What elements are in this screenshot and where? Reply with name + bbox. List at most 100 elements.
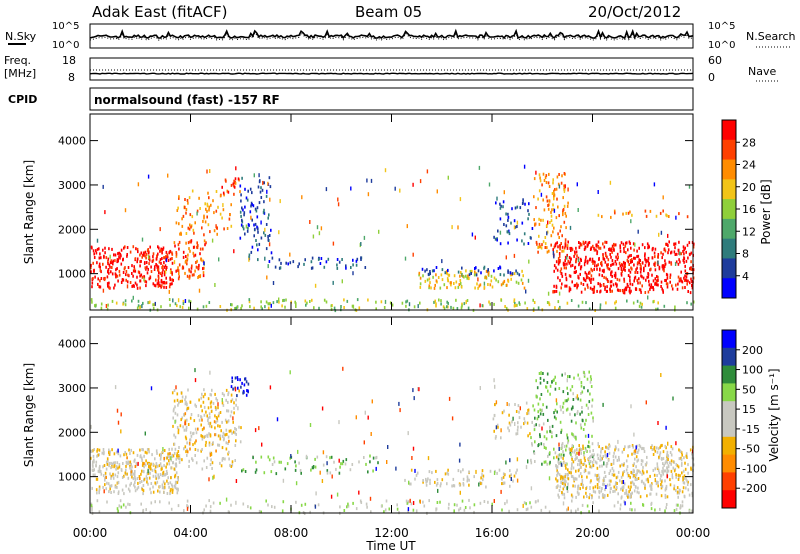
data-point (330, 304, 333, 308)
data-point (184, 205, 186, 209)
data-point (631, 480, 634, 484)
data-point (688, 493, 691, 497)
data-point (650, 446, 652, 450)
data-point (479, 501, 482, 505)
data-point (586, 243, 589, 247)
data-point (531, 227, 534, 230)
data-point (631, 471, 634, 475)
data-point (100, 472, 103, 476)
data-point (134, 269, 137, 273)
data-point (170, 456, 172, 461)
data-point (441, 268, 444, 272)
data-point (646, 470, 648, 474)
data-point (366, 505, 368, 509)
data-point (211, 238, 214, 243)
data-point (692, 463, 695, 467)
data-point (269, 385, 272, 390)
data-point (235, 398, 237, 402)
data-point (131, 475, 133, 479)
data-point (510, 221, 512, 225)
data-point (212, 199, 214, 203)
data-point (629, 282, 632, 286)
data-point (677, 275, 680, 279)
data-point (177, 454, 179, 457)
data-point (419, 499, 421, 504)
data-point (91, 506, 93, 510)
data-point (540, 393, 543, 396)
data-point (584, 279, 587, 283)
data-point (589, 248, 592, 251)
data-point (289, 252, 291, 257)
data-point (177, 428, 180, 432)
data-point (621, 486, 624, 490)
data-point (614, 483, 617, 487)
data-point (625, 251, 627, 255)
data-point (139, 279, 142, 283)
data-point (451, 416, 454, 421)
data-point (544, 246, 547, 249)
data-point (380, 504, 383, 508)
data-point (223, 193, 225, 197)
data-point (161, 483, 164, 487)
colorbar-segment (722, 139, 736, 161)
data-point (283, 298, 285, 302)
data-point (253, 173, 255, 178)
data-point (669, 451, 672, 454)
data-point (184, 435, 187, 439)
data-point (614, 489, 616, 493)
data-point (443, 306, 446, 310)
data-point (396, 503, 398, 507)
data-point (200, 258, 203, 262)
data-point (208, 443, 211, 447)
data-point (268, 242, 271, 247)
data-point (107, 303, 109, 307)
data-point (249, 210, 252, 214)
data-point (267, 181, 269, 186)
data-point (335, 467, 337, 471)
data-point (636, 490, 639, 494)
data-point (156, 464, 159, 468)
data-point (563, 246, 566, 250)
data-point (618, 278, 621, 282)
data-point (537, 415, 540, 419)
data-point (546, 430, 548, 434)
data-point (219, 212, 222, 216)
data-point (583, 372, 586, 376)
data-point (570, 407, 573, 411)
data-point (190, 270, 192, 274)
data-point (518, 273, 521, 277)
data-point (649, 287, 651, 291)
data-point (514, 422, 516, 426)
data-point (325, 260, 328, 264)
data-point (611, 262, 614, 266)
data-point (174, 411, 177, 415)
data-point (516, 271, 519, 275)
data-point (444, 472, 447, 476)
data-point (619, 507, 622, 511)
data-point (98, 468, 101, 472)
data-point (654, 277, 657, 281)
data-point (596, 267, 598, 271)
data-point (232, 430, 235, 434)
data-point (127, 502, 129, 506)
data-point (173, 442, 176, 446)
data-point (649, 209, 652, 213)
data-point (199, 274, 202, 278)
data-point (147, 448, 150, 452)
data-point (576, 411, 579, 415)
data-point (155, 462, 158, 466)
data-point (194, 448, 197, 451)
data-point (213, 420, 216, 424)
data-point (603, 461, 605, 466)
data-point (619, 244, 621, 248)
data-point (585, 301, 587, 305)
data-point (555, 216, 558, 220)
data-point (166, 479, 168, 483)
data-point (506, 499, 508, 504)
data-point (509, 469, 511, 473)
data-point (171, 484, 174, 488)
data-point (541, 183, 543, 187)
data-point (514, 206, 517, 210)
data-point (435, 279, 438, 283)
data-point (693, 242, 695, 246)
